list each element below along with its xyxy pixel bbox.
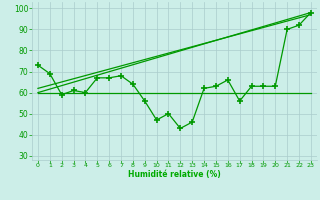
- X-axis label: Humidité relative (%): Humidité relative (%): [128, 170, 221, 179]
